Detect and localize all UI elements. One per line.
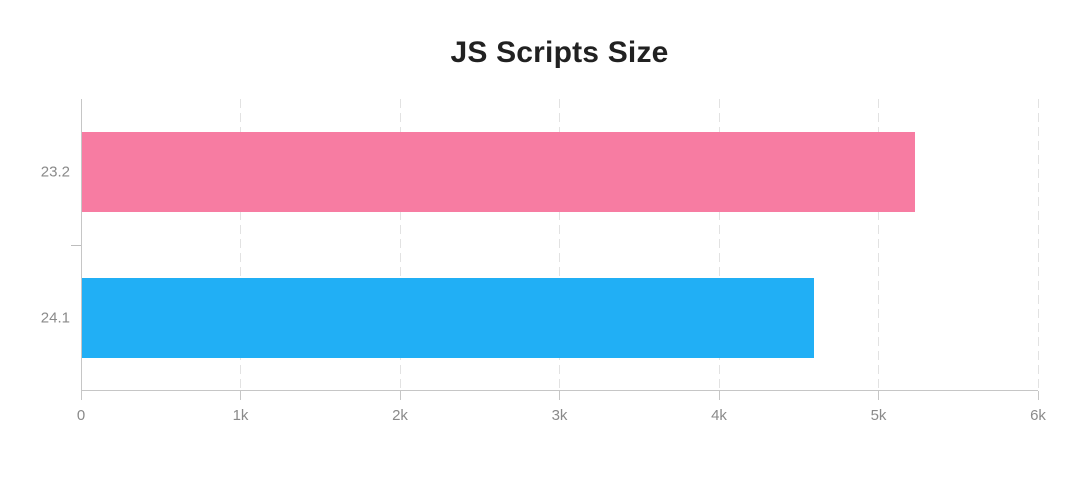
x-tick-label-6k: 6k (1030, 407, 1046, 424)
bar-23-2[interactable] (82, 132, 915, 212)
x-tick-3k (559, 391, 560, 400)
y-axis-category-tick (71, 244, 81, 246)
y-axis-line (81, 99, 82, 391)
y-category-label-24-1: 24.1 (40, 309, 70, 327)
gridline-2k (399, 99, 401, 391)
gridline-3k (559, 99, 560, 391)
x-tick-label-1k: 1k (232, 407, 249, 424)
chart-title: JS Scripts Size (450, 36, 669, 69)
x-tick-1k (240, 391, 241, 400)
gridline-4k (718, 99, 720, 391)
x-tick-label-3k: 3k (551, 407, 568, 424)
gridline-6k (1037, 99, 1039, 391)
bar-24-1[interactable] (82, 278, 815, 358)
x-tick-6k (1037, 391, 1039, 400)
gridline-1k (240, 99, 241, 391)
gridline-5k (878, 99, 879, 391)
x-tick-5k (878, 391, 879, 400)
x-tick-label-2k: 2k (392, 407, 408, 424)
y-category-label-23-2: 23.2 (40, 163, 70, 181)
x-tick-label-0: 0 (76, 407, 86, 424)
x-tick-4k (718, 391, 720, 400)
x-tick-label-4k: 4k (711, 407, 727, 424)
x-tick-2k (399, 391, 401, 400)
x-tick-0 (80, 391, 82, 400)
x-tick-label-5k: 5k (870, 407, 887, 424)
plot-area (71, 99, 1039, 400)
x-axis-line (81, 390, 1038, 391)
